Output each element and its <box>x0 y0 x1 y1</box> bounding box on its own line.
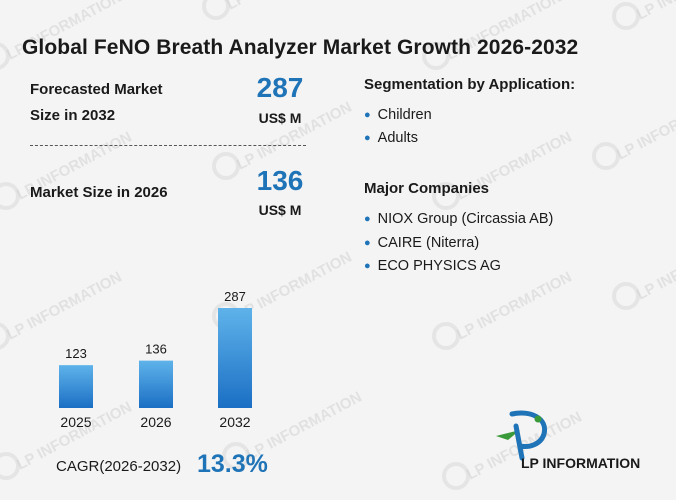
logo-text: LP INFORMATION <box>521 455 641 471</box>
bar-2026 <box>139 360 173 408</box>
forecast-value: 287 <box>256 72 304 103</box>
current-label: Market Size in 2026 <box>30 184 168 201</box>
bar-value-label: 287 <box>224 289 246 304</box>
forecast-label: Forecasted Market Size in 2032 <box>30 78 163 128</box>
forecast-unit: US$ M <box>258 110 302 126</box>
bar-value-label: 123 <box>65 346 87 361</box>
category-label: 2026 <box>140 414 171 430</box>
bar-value-label: 136 <box>145 342 167 357</box>
company-item: ● CAIRE (Niterra) <box>364 235 480 251</box>
segmentation-item: ● Children <box>364 107 432 123</box>
bar-2032 <box>218 308 252 408</box>
bar-2025 <box>59 365 93 408</box>
cagr-label: CAGR(2026-2032) <box>56 458 182 475</box>
bullet-icon: ● <box>364 237 371 249</box>
category-label: 2025 <box>60 414 91 430</box>
lp-logo-icon <box>496 410 548 461</box>
current-unit: US$ M <box>258 202 302 218</box>
divider <box>30 145 306 146</box>
segmentation-heading: Segmentation by Application: <box>364 76 576 93</box>
category-label: 2032 <box>219 414 250 430</box>
bullet-icon: ● <box>364 132 371 144</box>
forecast-label-line1: Forecasted Market <box>30 81 163 98</box>
page-title: Global FeNO Breath Analyzer Market Growt… <box>22 36 579 59</box>
bullet-icon: ● <box>364 109 371 121</box>
companies-heading: Major Companies <box>364 180 490 197</box>
bullet-icon: ● <box>364 260 371 272</box>
cagr-value: 13.3% <box>197 450 268 478</box>
company-item: ● ECO PHYSICS AG <box>364 258 501 274</box>
forecast-label-line2: Size in 2032 <box>30 107 116 124</box>
company-item: ● NIOX Group (Circassia AB) <box>364 211 554 227</box>
bullet-icon: ● <box>364 213 371 225</box>
segmentation-item: ● Adults <box>364 130 418 146</box>
current-value: 136 <box>256 165 304 196</box>
